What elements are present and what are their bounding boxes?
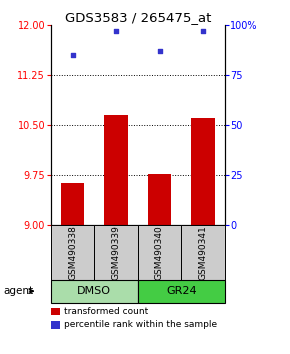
Text: GSM490338: GSM490338 xyxy=(68,225,77,280)
Text: GSM490339: GSM490339 xyxy=(111,225,121,280)
Text: transformed count: transformed count xyxy=(64,307,149,316)
Text: DMSO: DMSO xyxy=(77,286,111,296)
Point xyxy=(114,28,118,34)
Bar xyxy=(148,174,171,225)
Text: GSM490341: GSM490341 xyxy=(198,225,208,280)
Point xyxy=(201,28,205,34)
Point xyxy=(70,52,75,58)
Text: percentile rank within the sample: percentile rank within the sample xyxy=(64,320,218,330)
Bar xyxy=(61,183,84,225)
Bar xyxy=(191,118,215,225)
Text: GR24: GR24 xyxy=(166,286,197,296)
Bar xyxy=(104,115,128,225)
Point xyxy=(157,48,162,53)
Text: agent: agent xyxy=(3,286,33,296)
Text: GSM490340: GSM490340 xyxy=(155,225,164,280)
Title: GDS3583 / 265475_at: GDS3583 / 265475_at xyxy=(65,11,211,24)
